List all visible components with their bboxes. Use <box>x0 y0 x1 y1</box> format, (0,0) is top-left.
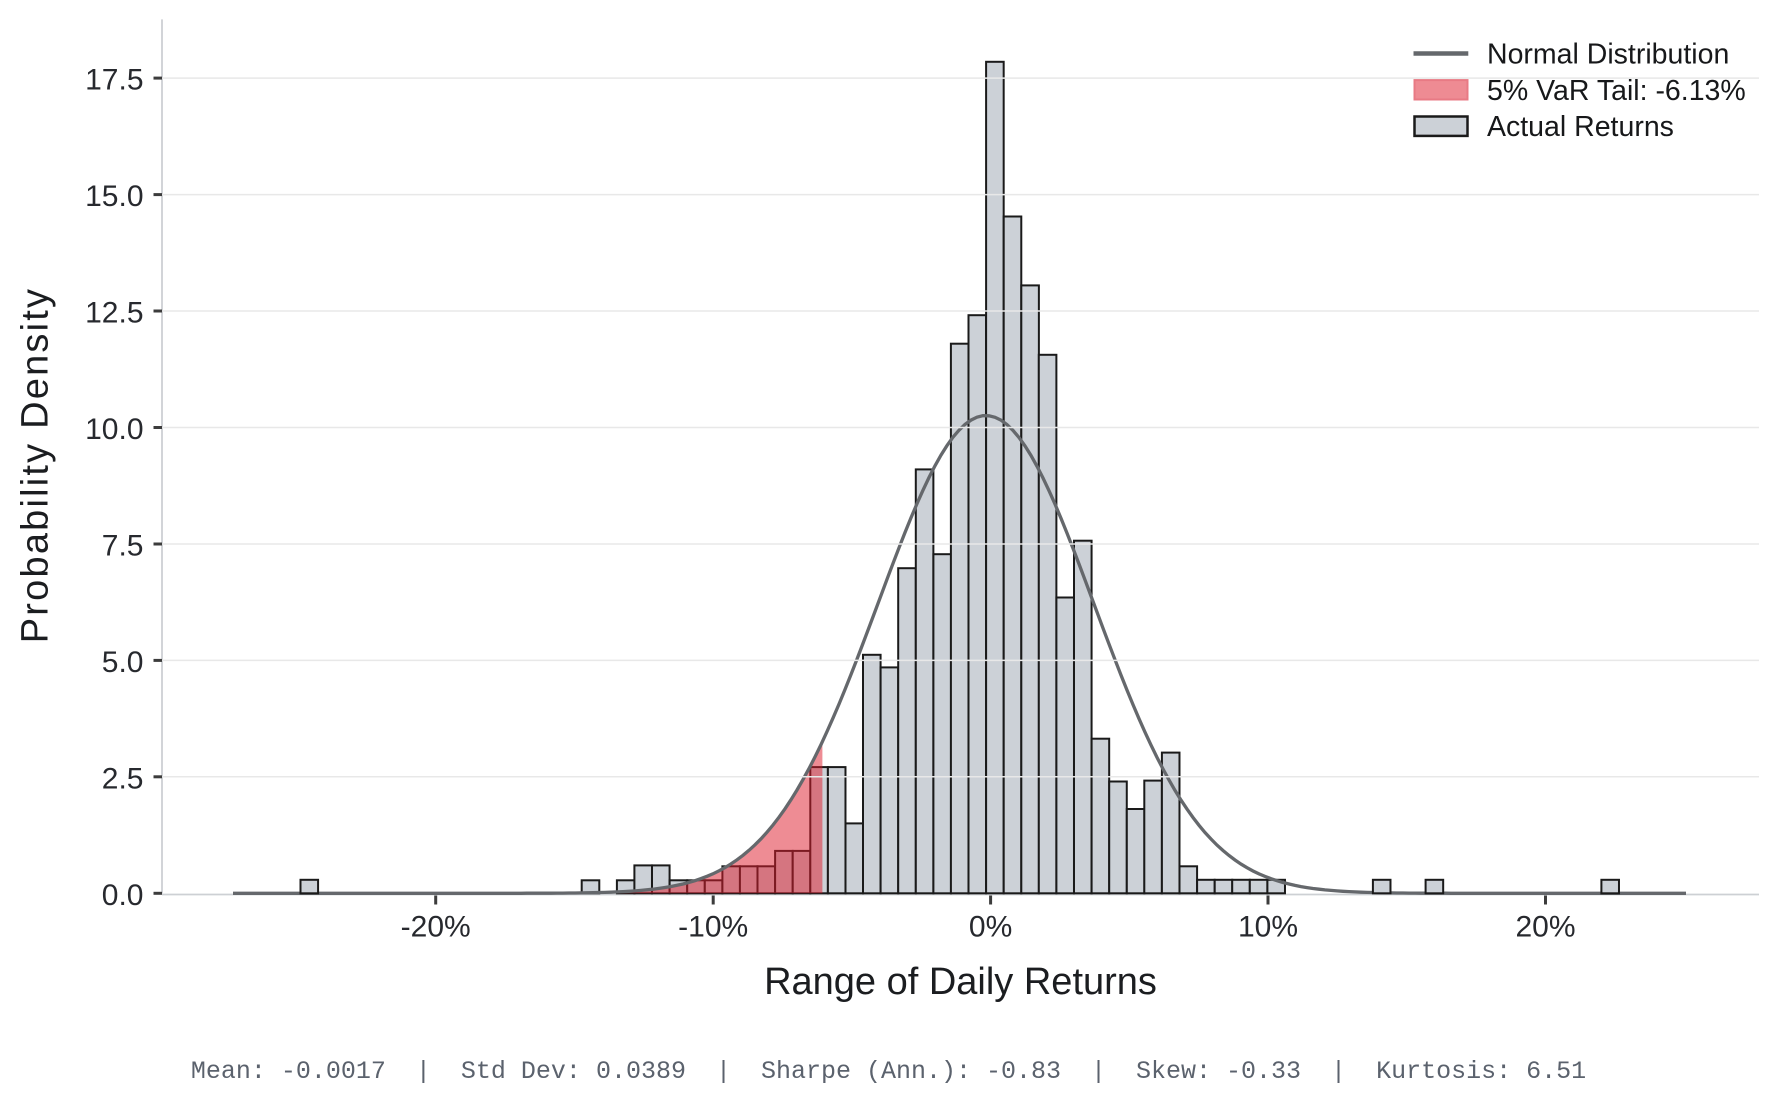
svg-text:5% VaR Tail: -6.13%: 5% VaR Tail: -6.13% <box>1487 75 1746 107</box>
svg-text:17.5: 17.5 <box>85 64 143 97</box>
svg-text:Probability Density: Probability Density <box>15 287 57 644</box>
svg-text:-20%: -20% <box>401 911 471 944</box>
svg-text:7.5: 7.5 <box>102 530 144 563</box>
svg-text:-10%: -10% <box>678 911 748 944</box>
svg-text:Range of Daily Returns: Range of Daily Returns <box>764 961 1157 1003</box>
svg-text:0%: 0% <box>969 911 1012 944</box>
svg-text:10%: 10% <box>1238 911 1298 944</box>
svg-text:Actual Returns: Actual Returns <box>1487 111 1674 143</box>
svg-text:15.0: 15.0 <box>85 180 143 213</box>
svg-text:Mean: -0.0017 | Std Dev: 0.0: Mean: -0.0017 | Std Dev: 0.0389 | Sharpe… <box>191 1057 1586 1086</box>
svg-text:12.5: 12.5 <box>85 297 143 330</box>
svg-text:5.0: 5.0 <box>102 646 144 679</box>
svg-text:20%: 20% <box>1515 911 1575 944</box>
svg-text:10.0: 10.0 <box>85 413 143 446</box>
svg-text:Normal Distribution: Normal Distribution <box>1487 39 1729 71</box>
svg-text:2.5: 2.5 <box>102 762 144 795</box>
svg-text:0.0: 0.0 <box>102 879 144 912</box>
